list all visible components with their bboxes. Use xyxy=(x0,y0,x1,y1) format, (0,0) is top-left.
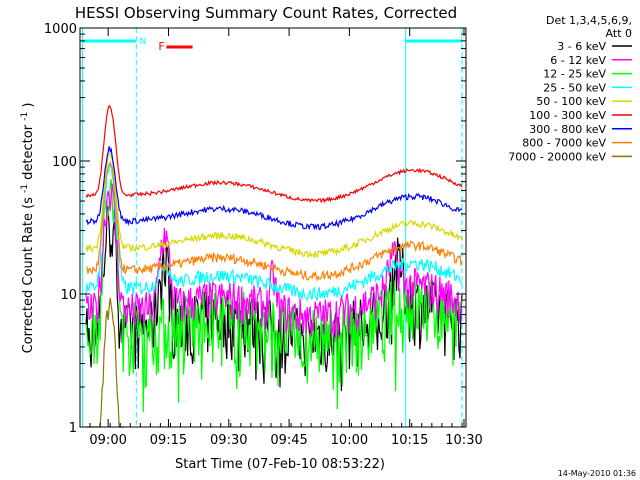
series-lines xyxy=(85,104,463,428)
y-tick-label-3: 1000 xyxy=(44,22,77,37)
series-line-300-800-kev xyxy=(85,146,463,231)
legend-label-6: 300 - 800 keV xyxy=(529,123,606,136)
legend-header-1: Det 1,3,4,5,6,9, xyxy=(546,14,632,27)
night-label: N xyxy=(140,37,147,47)
legend-label-1: 6 - 12 keV xyxy=(550,54,606,67)
x-tick-label-5: 10:15 xyxy=(391,433,428,448)
y-axis-label-part1: Corrected Count Rate (s xyxy=(21,197,36,354)
series-line-6-12-kev xyxy=(85,183,463,338)
y-axis-label-sup1: -1 xyxy=(20,184,30,193)
series-line-12-25-kev xyxy=(85,179,463,413)
y-axis-label-part3: ) xyxy=(21,103,36,108)
x-axis: 09:00 09:15 09:30 09:45 10:00 10:15 10:30 xyxy=(79,28,483,448)
y-axis: 1 10 100 1000 xyxy=(44,22,466,436)
legend-label-7: 800 - 7000 keV xyxy=(522,137,606,150)
night-bands xyxy=(81,28,463,427)
chart-title: HESSI Observing Summary Count Rates, Cor… xyxy=(75,4,457,22)
x-tick-label-4: 10:00 xyxy=(331,433,368,448)
x-tick-label-0: 09:00 xyxy=(89,433,126,448)
y-axis-label-part2: detector xyxy=(21,124,36,180)
x-tick-label-1: 09:15 xyxy=(150,433,187,448)
y-axis-label: Corrected Count Rate (s -1 detector -1 ) xyxy=(16,103,36,354)
legend-label-8: 7000 - 20000 keV xyxy=(508,150,606,163)
legend-label-2: 12 - 25 keV xyxy=(543,68,606,81)
y-tick-label-1: 10 xyxy=(60,288,77,303)
y-tick-label-2: 100 xyxy=(52,155,77,170)
x-tick-label-6: 10:30 xyxy=(445,433,482,448)
x-axis-label: Start Time (07-Feb-10 08:53:22) xyxy=(175,457,385,472)
series-line-100-300-kev xyxy=(85,104,463,204)
x-tick-label-2: 09:30 xyxy=(210,433,247,448)
series-line-25-50-kev xyxy=(85,164,463,302)
plot-frame xyxy=(79,27,467,428)
legend-label-4: 50 - 100 keV xyxy=(536,95,606,108)
x-tick-label-3: 09:45 xyxy=(270,433,307,448)
flare-label: F xyxy=(158,40,164,53)
legend-label-3: 25 - 50 keV xyxy=(543,81,606,94)
legend-header-2: Att 0 xyxy=(606,27,632,40)
y-tick-label-0: 1 xyxy=(69,421,77,436)
y-axis-label-sup2: -1 xyxy=(20,112,30,121)
footer-timestamp: 14-May-2010 01:36 xyxy=(558,469,636,478)
legend-label-0: 3 - 6 keV xyxy=(557,40,606,53)
series-line-50-100-kev xyxy=(85,152,463,259)
legend-label-5: 100 - 300 keV xyxy=(529,109,606,122)
series-line-800-7000-kev xyxy=(85,160,463,282)
